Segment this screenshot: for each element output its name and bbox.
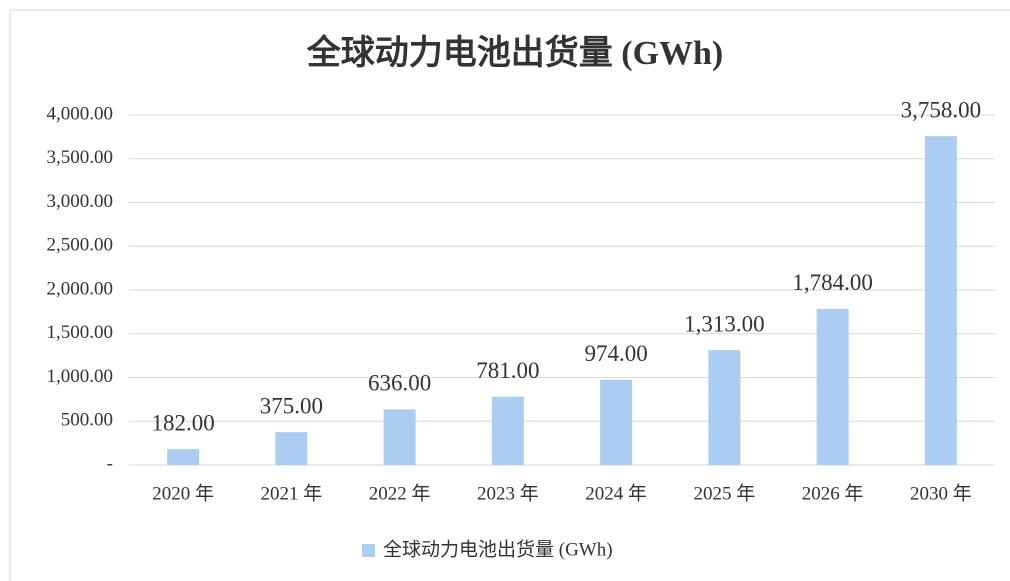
legend-swatch [362,544,375,557]
y-tick-label: 1,500.00 [47,322,114,343]
x-tick-label: 2026 年 [802,482,864,504]
x-tick-label: 2024 年 [585,482,647,504]
y-tick-label: 4,000.00 [47,103,114,124]
value-label: 375.00 [260,393,323,418]
x-tick-label: 2020 年 [152,482,214,504]
value-label: 3,758.00 [901,97,982,122]
x-tick-label: 2030 年 [910,482,972,504]
y-tick-label: 500.00 [61,410,113,431]
x-tick-label: 2025 年 [693,482,755,504]
y-tick-label: 2,500.00 [47,235,114,256]
y-tick-label: 3,000.00 [47,191,114,212]
y-tick-label: 1,000.00 [47,366,114,387]
bar [600,379,633,465]
bar [167,449,200,465]
value-label: 1,784.00 [792,270,873,295]
y-tick-label: 2,000.00 [47,278,114,299]
y-tick-label: - [107,453,113,474]
bar [816,308,849,465]
value-label: 1,313.00 [684,311,765,336]
bar [708,350,741,465]
chart-frame [9,9,1010,581]
x-tick-label: 2022 年 [369,482,431,504]
y-tick-label: 3,500.00 [47,147,114,168]
bar [383,409,416,465]
value-label: 781.00 [476,358,539,383]
value-label: 974.00 [585,341,648,366]
value-label: 182.00 [152,410,215,435]
bar [924,136,957,466]
x-tick-label: 2021 年 [260,482,322,504]
value-label: 636.00 [368,371,431,396]
x-tick-label: 2023 年 [477,482,539,504]
legend-label: 全球动力电池出货量 (GWh) [383,538,613,560]
bar [491,396,524,465]
chart-title: 全球动力电池出货量 (GWh) [306,33,724,72]
bar [275,432,308,465]
